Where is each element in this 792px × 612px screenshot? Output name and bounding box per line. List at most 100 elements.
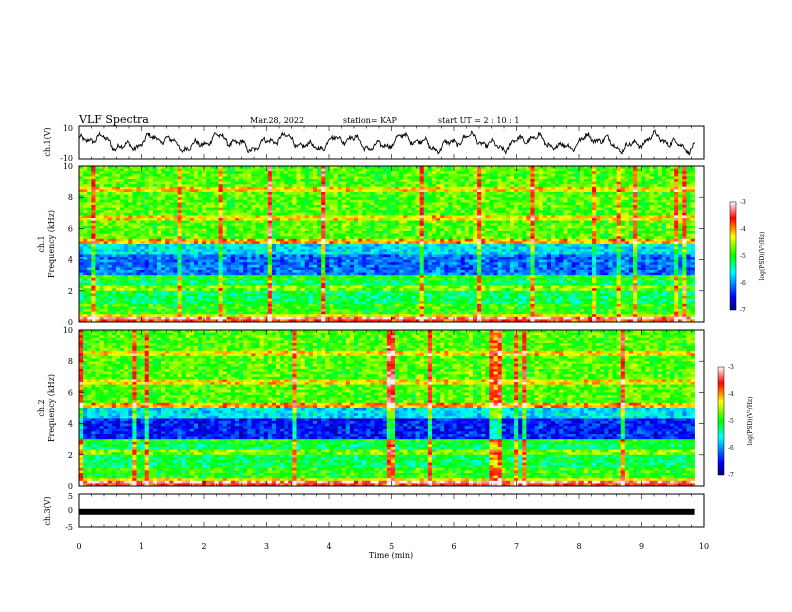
spectrogram-cell: [202, 223, 206, 226]
spectrogram-cell: [149, 184, 153, 187]
spectrogram-cell: [182, 228, 186, 231]
spectrogram-cell: [309, 247, 313, 250]
spectrogram-cell: [502, 187, 506, 190]
spectrogram-cell: [436, 169, 440, 172]
spectrogram-cell: [576, 213, 580, 216]
spectrogram-cell: [658, 205, 662, 208]
spectrogram-cell: [600, 182, 604, 185]
spectrogram-cell: [576, 208, 580, 211]
spectrogram-cell: [284, 171, 288, 174]
spectrogram-cell: [243, 184, 247, 187]
spectrogram-cell: [223, 182, 227, 185]
spectrogram-cell: [173, 213, 177, 216]
spectrogram-cell: [128, 231, 132, 234]
spectrogram-cell: [510, 179, 514, 182]
spectrogram-cell: [305, 223, 309, 226]
spectrogram-cell: [526, 213, 530, 216]
spectrogram-cell: [457, 241, 461, 244]
spectrogram-cell: [658, 218, 662, 221]
spectrogram-cell: [395, 179, 399, 182]
spectrogram-cell: [448, 213, 452, 216]
spectrogram-cell: [629, 213, 633, 216]
spectrogram-cell: [198, 200, 202, 203]
spectrogram-cell: [280, 200, 284, 203]
spectrogram-cell: [132, 174, 136, 177]
spectrogram-cell: [124, 192, 128, 195]
spectrogram-cell: [383, 195, 387, 198]
spectrogram-cell: [321, 192, 325, 195]
spectrogram-cell: [223, 205, 227, 208]
spectrogram-cell: [584, 244, 588, 247]
spectrogram-cell: [379, 231, 383, 234]
spectrogram-cell: [165, 234, 169, 237]
spectrogram-cell: [370, 228, 374, 231]
spectrogram-cell: [194, 184, 198, 187]
spectrogram-cell: [292, 241, 296, 244]
spectrogram-cell: [333, 205, 337, 208]
spectrogram-cell: [625, 244, 629, 247]
spectrogram-cell: [604, 195, 608, 198]
spectrogram-cell: [641, 236, 645, 239]
spectrogram-cell: [432, 179, 436, 182]
spectrogram-cell: [243, 210, 247, 213]
spectrogram-cell: [100, 182, 104, 185]
spectrogram-cell: [428, 205, 432, 208]
spectrogram-cell: [596, 208, 600, 211]
spectrogram-cell: [448, 202, 452, 205]
spectrogram-cell: [522, 195, 526, 198]
spectrogram-cell: [284, 210, 288, 213]
spectrogram-cell: [173, 200, 177, 203]
spectrogram-cell: [284, 215, 288, 218]
spectrogram-cell: [428, 182, 432, 185]
spectrogram-cell: [543, 179, 547, 182]
spectrogram-cell: [153, 208, 157, 211]
spectrogram-cell: [477, 241, 481, 244]
spectrogram-cell: [276, 171, 280, 174]
spectrogram-cell: [214, 236, 218, 239]
spectrogram-cell: [362, 197, 366, 200]
spectrogram-cell: [161, 241, 165, 244]
spectrogram-cell: [518, 231, 522, 234]
spectrogram-cell: [543, 208, 547, 211]
spectrogram-cell: [604, 218, 608, 221]
spectrogram-cell: [621, 231, 625, 234]
spectrogram-cell: [411, 221, 415, 224]
spectrogram-cell: [613, 231, 617, 234]
spectrogram-cell: [235, 236, 239, 239]
spectrogram-cell: [178, 221, 182, 224]
spectrogram-cell: [366, 202, 370, 205]
spectrogram-cell: [366, 247, 370, 250]
spectrogram-cell: [391, 189, 395, 192]
spectrogram-cell: [243, 228, 247, 231]
spectrogram-cell: [424, 231, 428, 234]
spectrogram-cell: [116, 213, 120, 216]
spectrogram-cell: [366, 218, 370, 221]
spectrogram-cell: [329, 187, 333, 190]
spectrogram-cell: [662, 208, 666, 211]
spectrogram-cell: [510, 169, 514, 172]
spectrogram-cell: [198, 221, 202, 224]
spectrogram-cell: [576, 226, 580, 229]
spectrogram-cell: [136, 197, 140, 200]
spectrogram-cell: [432, 208, 436, 211]
spectrogram-cell: [448, 184, 452, 187]
spectrogram-cell: [231, 169, 235, 172]
spectrogram-cell: [457, 187, 461, 190]
spectrogram-cell: [629, 169, 633, 172]
spectrogram-cell: [424, 187, 428, 190]
spectrogram-cell: [420, 187, 424, 190]
spectrogram-cell: [461, 189, 465, 192]
spectrogram-cell: [198, 174, 202, 177]
spectrogram-cell: [128, 187, 132, 190]
spectrogram-cell: [654, 179, 658, 182]
spectrogram-cell: [251, 174, 255, 177]
spectrogram-cell: [280, 182, 284, 185]
spectrogram-cell: [670, 169, 674, 172]
spectrogram-cell: [83, 200, 87, 203]
spectrogram-cell: [637, 221, 641, 224]
spectrogram-cell: [132, 171, 136, 174]
spectrogram-cell: [637, 241, 641, 244]
spectrogram-cell: [641, 200, 645, 203]
spectrogram-cell: [608, 208, 612, 211]
spectrogram-cell: [214, 197, 218, 200]
